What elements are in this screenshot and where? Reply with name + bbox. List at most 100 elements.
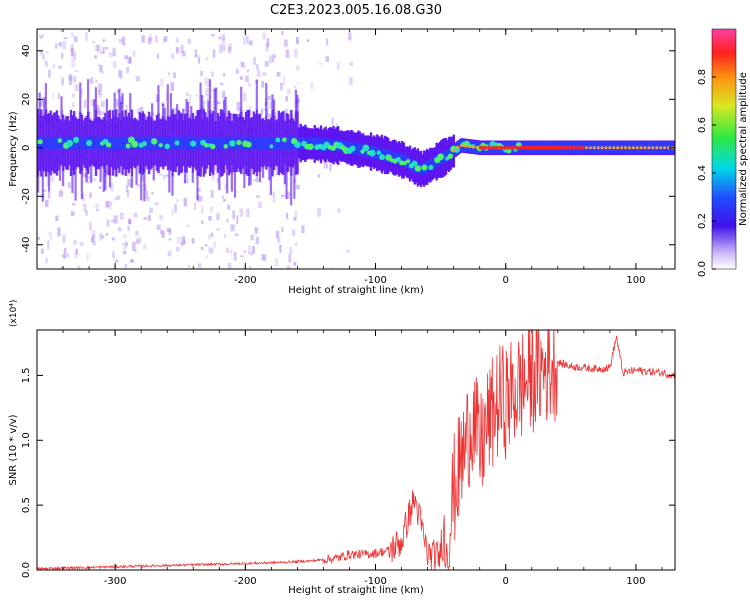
spectrogram-noise-cell <box>119 212 124 220</box>
spectrogram-noise-cell <box>81 193 85 201</box>
spectrogram-noise-cell <box>236 215 239 225</box>
spectrogram-core-cell <box>149 136 152 149</box>
spectrogram-max-cell <box>478 145 483 150</box>
spectrogram-max-cell <box>518 145 523 150</box>
spectrogram-core-cell <box>183 136 187 149</box>
spectrogram-core-cell <box>311 137 315 150</box>
spectrogram-core-cell <box>218 136 221 149</box>
spectrogram-noise-cell <box>227 262 232 269</box>
spectrogram-noise-cell <box>70 211 75 216</box>
spectrogram-max-cell <box>471 145 475 149</box>
spectrogram-noise-cell <box>85 32 88 41</box>
spectrogram-noise-cell <box>52 92 55 98</box>
spectrogram-core-cell <box>54 136 57 149</box>
spectrogram-band-spike <box>41 170 44 202</box>
spectrogram-max-cell <box>459 144 463 148</box>
spectrogram-max-cell <box>643 146 647 150</box>
spectrogram-noise-cell <box>95 208 100 212</box>
spectrogram-core-cell <box>626 141 629 154</box>
spectrogram-band-spike <box>143 172 146 202</box>
spectrogram-max-cell <box>572 145 577 150</box>
spectrogram-max-cell <box>647 146 651 150</box>
spectrogram-band-spike <box>249 167 252 185</box>
spectrogram-noise-cell <box>124 264 128 268</box>
spectrogram-noise-cell <box>288 253 291 263</box>
spectrogram-core-cell <box>118 136 121 149</box>
spectrogram-noise-cell <box>262 33 266 40</box>
spectrogram-peak-cell <box>105 142 112 148</box>
spectrogram-core-cell <box>374 146 377 159</box>
spectrogram-noise-cell <box>286 265 291 269</box>
spectrogram-noise-cell <box>265 42 269 52</box>
spectrogram-ylabel: Frequency (Hz) <box>8 111 19 187</box>
spectrogram-band-spike <box>129 93 132 118</box>
spectrogram-noise-cell <box>144 183 147 191</box>
spectrogram-core-cell <box>594 141 598 154</box>
spectrogram-band-spike <box>271 94 274 110</box>
spectrogram-core-cell <box>316 138 320 151</box>
spectrogram-noise-cell <box>143 217 148 220</box>
spectrogram-noise-cell <box>194 49 197 58</box>
spectrogram-noise-cell <box>124 241 128 247</box>
spectrogram-noise-cell <box>286 191 291 199</box>
spectrogram-core-cell <box>171 136 174 149</box>
spectrogram-peak-cell <box>506 148 512 154</box>
spectrogram-noise-cell <box>210 206 213 212</box>
spectrogram-max-cell <box>666 146 670 150</box>
spectrogram-noise-cell <box>318 62 322 65</box>
spectrogram-core-cell <box>207 136 210 149</box>
spectrogram-noise-cell <box>48 231 52 236</box>
spectrogram-peak-cell <box>190 140 197 147</box>
spectrogram-core-cell <box>224 136 227 149</box>
spectrogram-core-cell <box>60 136 63 149</box>
spectrogram-peak-cell <box>125 143 131 149</box>
spectrogram-band-spike <box>265 82 268 117</box>
spectrogram-core-cell <box>72 136 76 149</box>
spectrogram-noise-cell <box>246 69 250 73</box>
spectrogram-noise-cell <box>91 41 96 44</box>
spectrogram-core-cell <box>168 136 171 149</box>
spectrogram-core-cell <box>251 136 254 149</box>
spectrogram-band-spike <box>157 85 160 113</box>
spectrogram-noise-cell <box>68 76 73 85</box>
spectrogram-noise-cell <box>52 64 56 69</box>
spectrogram-core-cell <box>443 151 446 164</box>
spectrogram-noise-cell <box>147 37 152 45</box>
spectrogram-core-cell <box>166 136 170 149</box>
spectrogram-max-cell <box>514 145 519 150</box>
spectrogram-core-cell <box>158 136 162 149</box>
spectrogram-noise-cell <box>156 53 160 59</box>
spectrogram-noise-cell <box>116 195 120 200</box>
spectrogram-noise-cell <box>133 248 137 253</box>
spectrogram-core-cell <box>272 136 276 149</box>
spectrogram-peak-cell <box>203 142 209 148</box>
spectrogram-noise-cell <box>168 229 172 235</box>
spectrogram-noise-cell <box>124 104 128 107</box>
spectrogram-noise-cell <box>130 259 135 263</box>
spectrogram-noise-cell <box>181 236 186 245</box>
spectrogram-core-cell <box>258 136 262 149</box>
colorbar-ticks: 0.0 0.2 0.4 0.6 0.8 <box>697 69 716 277</box>
spectrogram-noise-cell <box>58 190 63 197</box>
spectrogram-noise-cell <box>95 203 100 208</box>
snr-xtick-label: 0 <box>503 576 509 587</box>
spectrogram-core-cell <box>430 158 434 171</box>
spectrogram-core-cell <box>305 137 309 150</box>
spectrogram-noise-cell <box>206 96 210 102</box>
spectrogram-band-spike <box>151 103 154 119</box>
spectrogram-core-cell <box>269 136 273 149</box>
spectrogram-noise-cell <box>110 182 114 192</box>
spectrogram-band-spike <box>60 96 63 121</box>
spectrogram-noise-cell <box>161 230 165 239</box>
spectrogram-band-spike <box>108 175 112 188</box>
spectrogram-noise-cell <box>180 44 184 54</box>
spectrogram-noise-cell <box>147 196 150 202</box>
spectrogram-noise-cell <box>223 198 226 202</box>
spectrogram-core-cell <box>283 136 287 149</box>
spectrogram-band-spike <box>247 176 251 186</box>
spectrogram-core-cell <box>401 153 404 166</box>
colorbar-gradient <box>711 28 737 270</box>
spectrogram-core-cell <box>57 136 60 149</box>
spectrogram-noise-cell <box>218 36 222 40</box>
spectrogram-core-cell <box>188 136 191 149</box>
